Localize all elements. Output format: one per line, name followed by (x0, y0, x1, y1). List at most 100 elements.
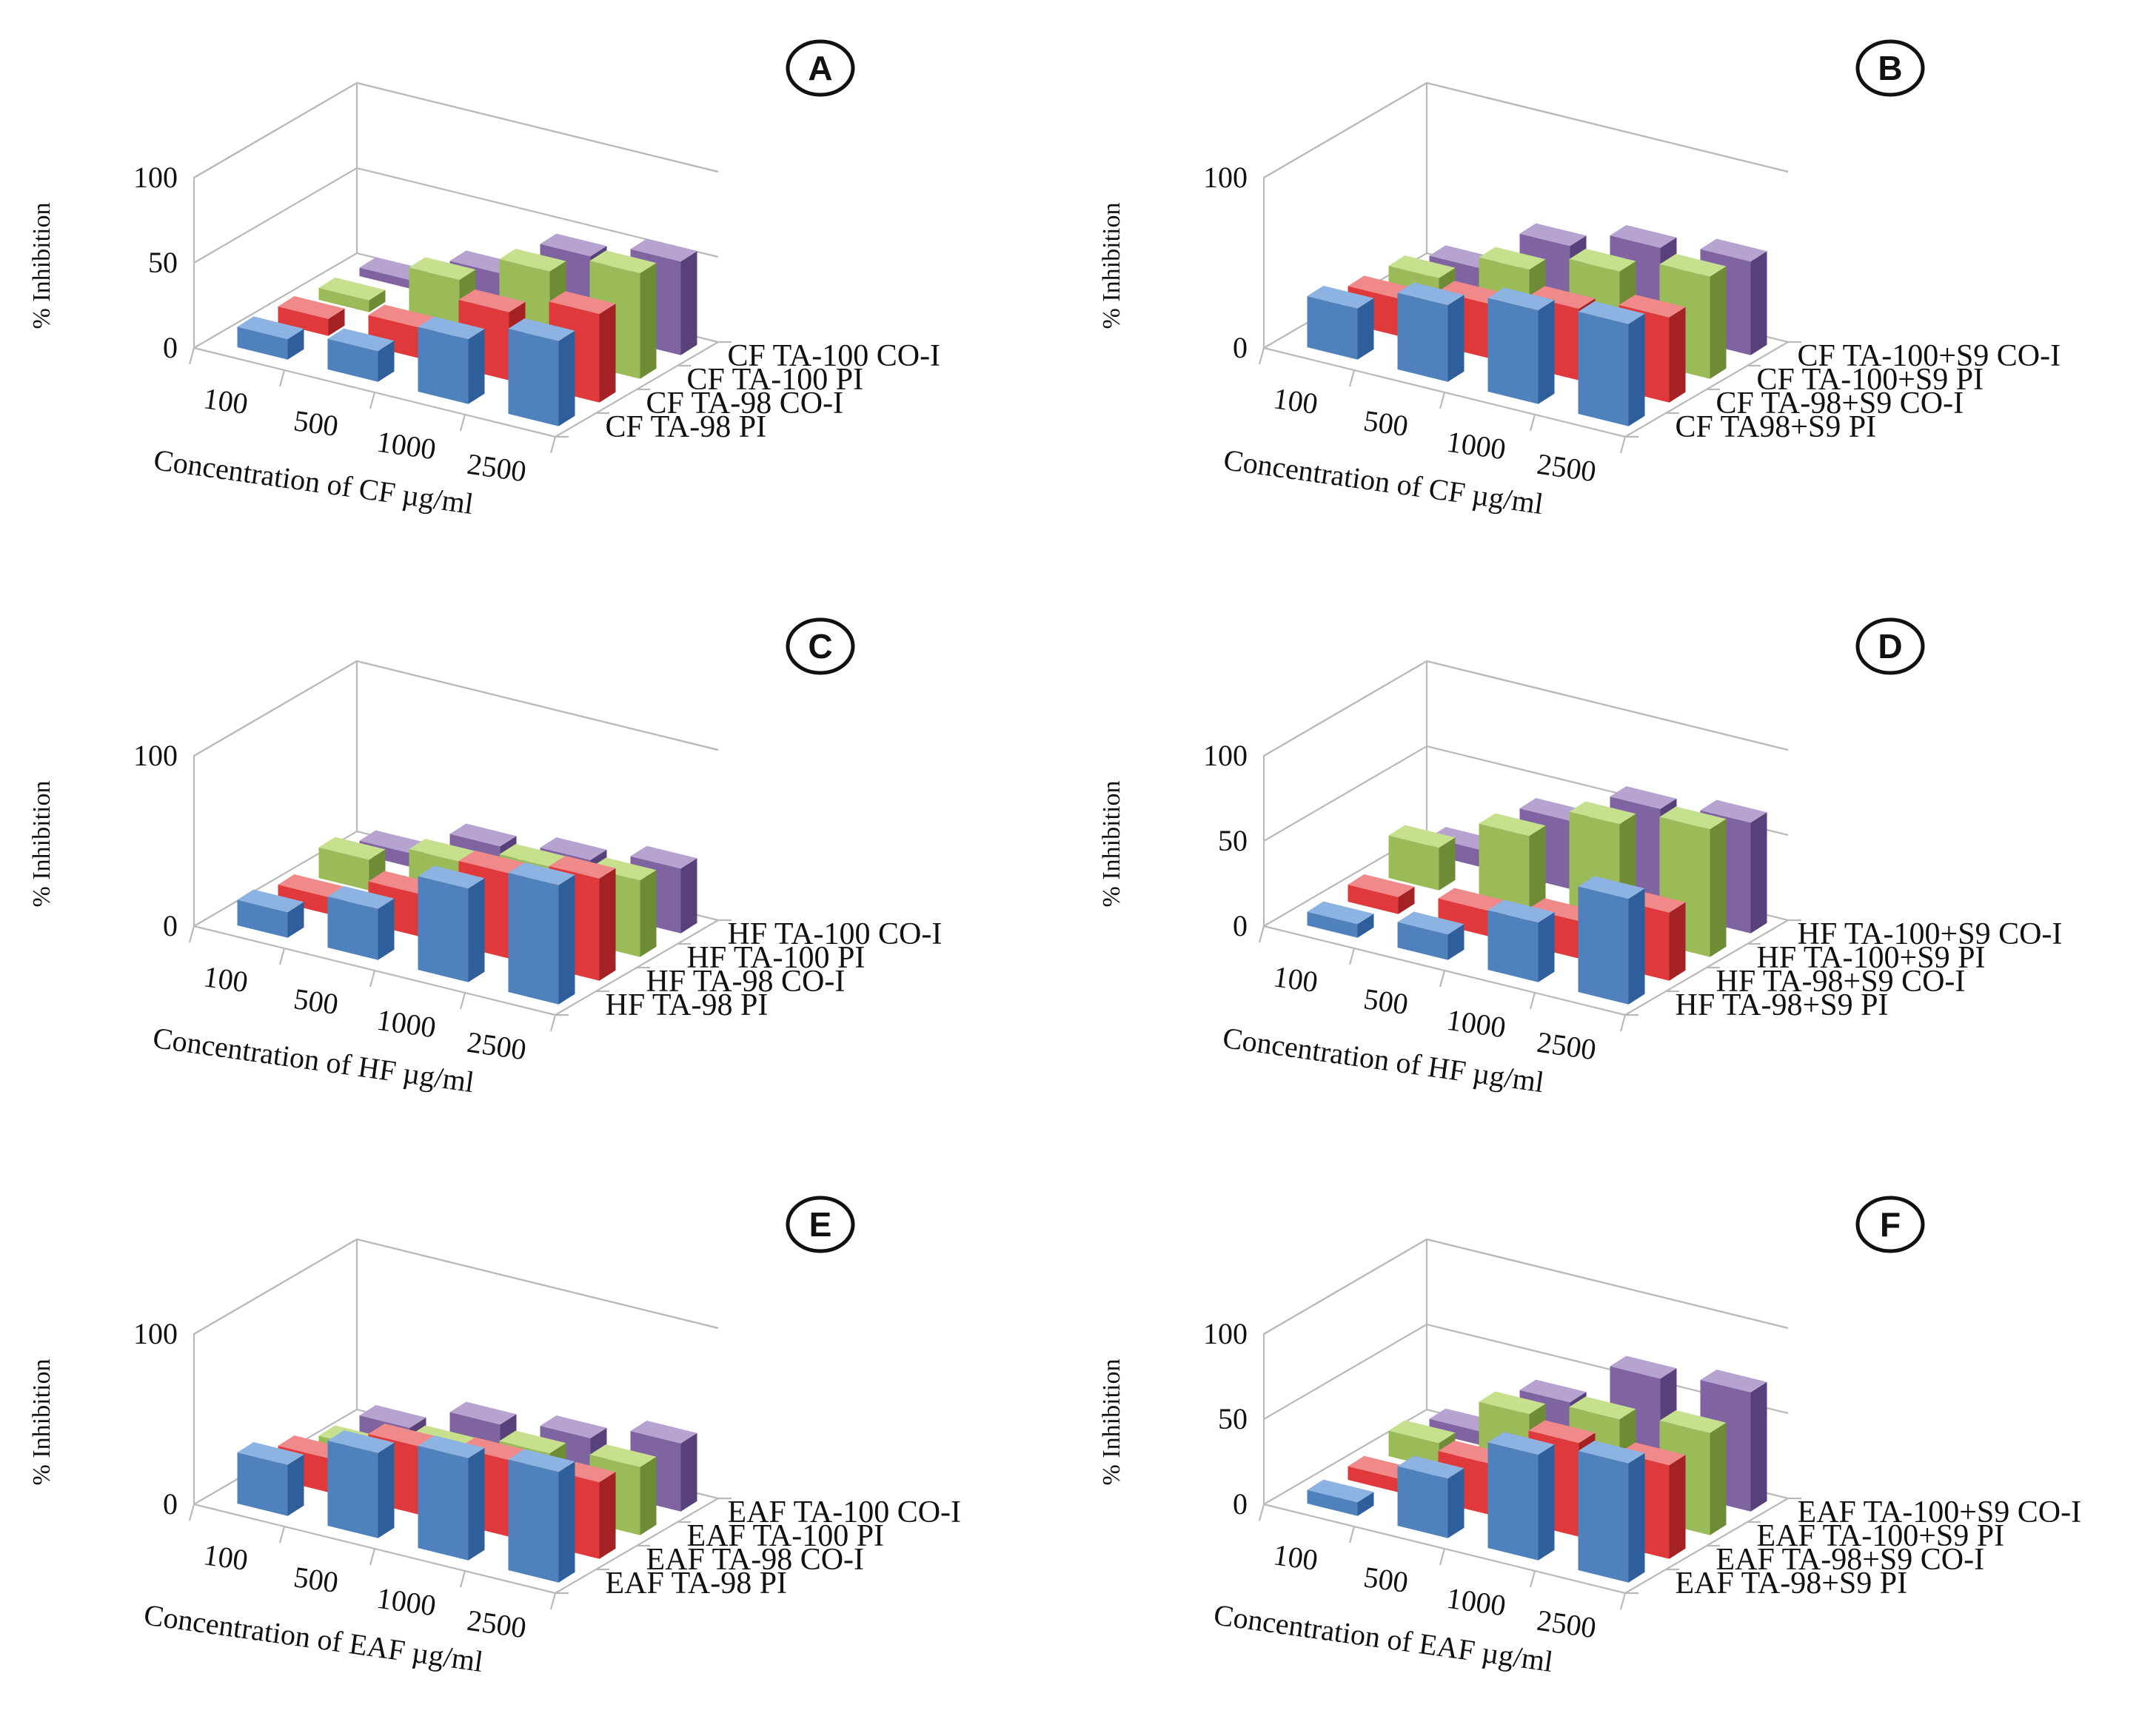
bar-d-blue-100 (1307, 901, 1374, 938)
chart-panel-f: 0 50 100 100 500 1000 2500 EAF TA-98+S9 PI EAF T… (1070, 1156, 2139, 1735)
chart-a-grid (188, 81, 732, 454)
chart-e-xtick-label: 2500 (465, 1603, 528, 1645)
chart-c-xtick-label: 1000 (375, 1003, 438, 1045)
chart-a-xtick-label: 100 (201, 381, 250, 420)
chart-f-svg: 0 50 100 100 500 1000 2500 EAF TA-98+S9 PI EAF T… (1098, 1196, 2082, 1678)
chart-b-ytick-label: 0 (1233, 331, 1248, 364)
chart-d-ylabel: % Inhibition (1098, 781, 1125, 908)
bar-f-blue-500 (1397, 1455, 1465, 1538)
chart-f-ytick-label: 0 (1233, 1487, 1248, 1521)
chart-c-legend-red: HF TA-98 CO-I (646, 965, 846, 999)
panel-label-c: C (786, 617, 855, 675)
chart-d-legend-purple: HF TA-100+S9 CO-I (1798, 917, 2063, 951)
bar-a-green-100 (318, 277, 386, 312)
chart-d-legend-green: HF TA-100+S9 PI (1757, 941, 1986, 975)
chart-f-legend-blue: EAF TA-98+S9 PI (1676, 1566, 1908, 1601)
panel-label-f: F (1855, 1196, 1925, 1253)
chart-f-ytick-label: 50 (1218, 1402, 1248, 1435)
chart-b-xtick-label: 2500 (1535, 447, 1598, 489)
chart-e-legend-purple: EAF TA-100 CO-I (728, 1495, 962, 1529)
chart-panel-a: 0 50 100 100 500 1000 2500 CF TA-98 PI CF TA-98 … (0, 0, 1069, 578)
chart-f-legend-purple: EAF TA-100+S9 CO-I (1798, 1495, 2082, 1529)
chart-d-ytick-label: 100 (1203, 739, 1248, 772)
chart-d-legend-red: HF TA-98+S9 CO-I (1716, 965, 1966, 999)
chart-e-ylabel: % Inhibition (28, 1359, 56, 1486)
chart-e-ytick-label: 100 (133, 1317, 178, 1350)
svg-text:E: E (809, 1205, 832, 1244)
chart-e-xtick-label: 500 (292, 1560, 341, 1599)
bar-d-blue-2500 (1578, 876, 1645, 1005)
bar-d-green-100 (1388, 825, 1456, 891)
chart-b-ytick-label: 100 (1203, 161, 1248, 194)
bar-a-red-100 (278, 296, 345, 336)
chart-e-legend-red: EAF TA-98 CO-I (646, 1543, 865, 1577)
bar-f-blue-100 (1307, 1479, 1374, 1516)
chart-panel-b: 0 100 100 500 1000 2500 CF TA98+S9 PI CF TA-98+… (1070, 0, 2139, 578)
chart-f-xtick-label: 500 (1362, 1560, 1410, 1599)
chart-e-legend-green: EAF TA-100 PI (687, 1519, 885, 1553)
chart-a-legend-purple: CF TA-100 CO-I (728, 339, 941, 373)
chart-f-xtick-label: 100 (1271, 1538, 1320, 1577)
chart-c-legend-purple: HF TA-100 CO-I (728, 917, 943, 951)
chart-a-legend-red: CF TA-98 CO-I (646, 386, 844, 420)
chart-f-xtick-label: 1000 (1445, 1581, 1507, 1623)
chart-b-ylabel: % Inhibition (1098, 203, 1125, 329)
chart-c-ylabel: % Inhibition (28, 781, 56, 908)
chart-e-bars (237, 1401, 697, 1583)
bar-c-blue-100 (237, 889, 304, 938)
chart-b-legend-blue: CF TA98+S9 PI (1676, 410, 1877, 444)
bar-a-blue-1000 (418, 316, 485, 404)
svg-text:B: B (1878, 49, 1902, 87)
chart-e-ytick-label: 0 (163, 1487, 178, 1521)
chart-f-legend-green: EAF TA-100+S9 PI (1757, 1519, 2005, 1553)
chart-c-ytick-label: 0 (163, 909, 178, 942)
chart-c-xtick-label: 500 (292, 982, 341, 1021)
chart-d-bars (1307, 786, 1767, 1005)
chart-d-ytick-label: 0 (1233, 909, 1248, 942)
bar-f-blue-1000 (1487, 1432, 1555, 1561)
chart-f-ytick-label: 100 (1203, 1317, 1248, 1350)
chart-a-ytick-label: 100 (133, 161, 178, 194)
chart-panel-c: 0 100 100 500 1000 2500 HF TA-98 PI HF TA-98 CO… (0, 578, 1069, 1156)
bar-c-blue-2500 (508, 862, 575, 1005)
chart-f-ylabel: % Inhibition (1098, 1359, 1125, 1486)
bar-d-blue-1000 (1487, 899, 1555, 982)
chart-a-xtick-label: 500 (292, 403, 341, 443)
chart-f-bars (1307, 1355, 1767, 1583)
bar-b-blue-2500 (1578, 301, 1645, 426)
panel-label-d: D (1855, 617, 1925, 675)
bar-c-blue-1000 (418, 865, 485, 982)
chart-f-xtick-label: 2500 (1535, 1603, 1598, 1645)
chart-d-xtick-label: 1000 (1445, 1003, 1507, 1045)
bar-e-blue-2500 (508, 1449, 575, 1583)
chart-c-ytick-label: 100 (133, 739, 178, 772)
chart-a-ytick-label: 50 (148, 246, 178, 279)
chart-a-legend-green: CF TA-100 PI (687, 363, 864, 397)
bar-b-blue-500 (1397, 282, 1465, 382)
chart-panel-e: 0 100 100 500 1000 2500 EAF TA-98 PI EAF TA-98 … (0, 1156, 1069, 1735)
chart-a-ylabel: % Inhibition (28, 203, 56, 329)
chart-b-legend-green: CF TA-100+S9 PI (1757, 363, 1984, 397)
bar-a-blue-100 (237, 316, 304, 360)
bar-d-red-100 (1348, 874, 1415, 914)
bar-c-blue-500 (327, 886, 395, 960)
chart-c-xtick-label: 2500 (465, 1025, 528, 1067)
bar-e-blue-1000 (418, 1435, 485, 1561)
bar-a-blue-500 (327, 328, 395, 382)
chart-b-legend-red: CF TA-98+S9 CO-I (1716, 386, 1964, 420)
panel-label-a: A (786, 39, 855, 97)
bar-f-blue-2500 (1578, 1441, 1645, 1583)
chart-b-bars (1307, 223, 1767, 426)
chart-a-legend-blue: CF TA-98 PI (606, 410, 767, 444)
bar-b-blue-1000 (1487, 287, 1555, 404)
chart-b-legend-purple: CF TA-100+S9 CO-I (1798, 339, 2061, 373)
chart-e-legend-blue: EAF TA-98 PI (606, 1566, 788, 1601)
panel-label-e: E (786, 1196, 855, 1253)
chart-a-bars (237, 233, 697, 426)
svg-text:D: D (1878, 627, 1902, 666)
chart-a-xtick-label: 1000 (375, 425, 438, 466)
bar-d-green-500 (1479, 813, 1546, 913)
chart-d-legend-blue: HF TA-98+S9 PI (1676, 988, 1889, 1022)
chart-b-xtick-label: 100 (1271, 381, 1320, 420)
